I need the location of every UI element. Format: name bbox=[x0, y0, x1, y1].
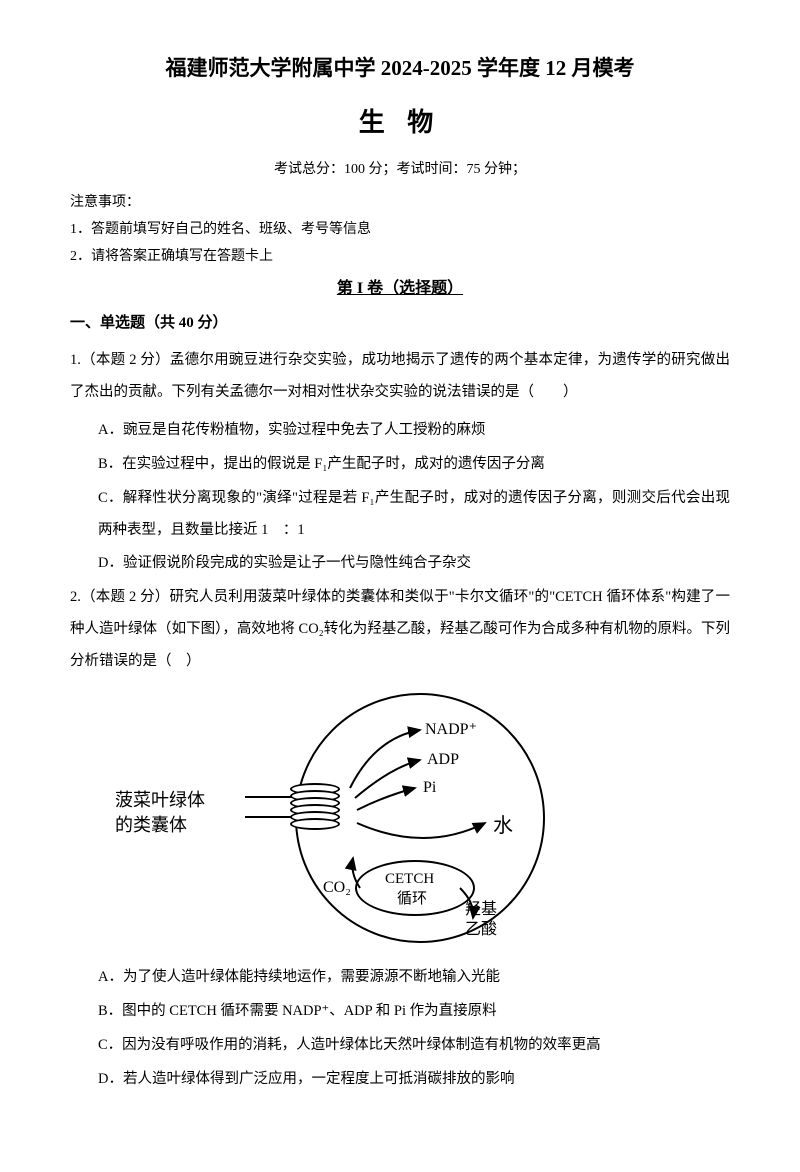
question-1-option-c: C．解释性状分离现象的"演绎"过程是若 F₁产生配子时，成对的遗传因子分离，则测… bbox=[70, 483, 730, 547]
nadp-label: NADP⁺ bbox=[425, 716, 477, 745]
co2-label: CO₂ bbox=[323, 874, 351, 903]
question-1-stem: 1.（本题 2 分）孟德尔用豌豆进行杂交实验，成功地揭示了遗传的两个基本定律，为… bbox=[70, 345, 730, 409]
question-1-option-b: B．在实验过程中，提出的假说是 F₁产生配子时，成对的遗传因子分离 bbox=[70, 449, 730, 481]
section-1-header: 第 I 卷（选择题） bbox=[70, 275, 730, 304]
subject-title: 生 物 bbox=[70, 100, 730, 147]
pi-label: Pi bbox=[423, 774, 436, 803]
notice-item-2: 2．请将答案正确填写在答题卡上 bbox=[70, 244, 730, 269]
notice-heading: 注意事项： bbox=[70, 190, 730, 215]
question-2-option-a: A．为了使人造叶绿体能持续地运作，需要源源不断地输入光能 bbox=[70, 962, 730, 994]
question-2-option-d: D．若人造叶绿体得到广泛应用，一定程度上可抵消碳排放的影响 bbox=[70, 1064, 730, 1096]
exam-title: 福建师范大学附属中学 2024-2025 学年度 12 月模考 bbox=[70, 50, 730, 88]
cetch-label-line2: 循环 bbox=[397, 886, 427, 913]
subsection-header: 一、单选题（共 40 分） bbox=[70, 310, 730, 337]
chloroplast-diagram: 菠菜叶绿体 的类囊体 NADP⁺ ADP Pi 水 CO₂ CETCH 循环 羟… bbox=[175, 688, 625, 948]
question-1-option-d: D．验证假说阶段完成的实验是让子一代与隐性纯合子杂交 bbox=[70, 548, 730, 580]
adp-label: ADP bbox=[427, 746, 459, 775]
notice-item-1: 1．答题前填写好自己的姓名、班级、考号等信息 bbox=[70, 217, 730, 242]
product-label-line2: 乙酸 bbox=[465, 916, 497, 945]
question-1-option-a: A．豌豆是自花传粉植物，实验过程中免去了人工授粉的麻烦 bbox=[70, 415, 730, 447]
question-2-stem: 2.（本题 2 分）研究人员利用菠菜叶绿体的类囊体和类似于"卡尔文循环"的"CE… bbox=[70, 582, 730, 678]
water-label: 水 bbox=[493, 808, 513, 844]
question-2-option-c: C．因为没有呼吸作用的消耗，人造叶绿体比天然叶绿体制造有机物的效率更高 bbox=[70, 1030, 730, 1062]
question-2-option-b: B．图中的 CETCH 循环需要 NADP⁺、ADP 和 Pi 作为直接原料 bbox=[70, 996, 730, 1028]
exam-info: 考试总分：100 分；考试时间：75 分钟； bbox=[70, 157, 730, 182]
